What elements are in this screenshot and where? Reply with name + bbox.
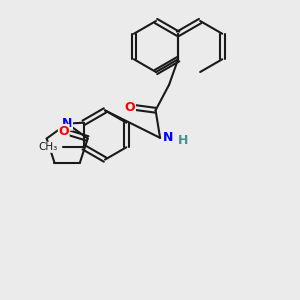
- Text: O: O: [125, 101, 135, 114]
- Text: O: O: [58, 124, 69, 137]
- Text: N: N: [62, 117, 72, 130]
- Text: CH₃: CH₃: [38, 142, 57, 152]
- Text: H: H: [177, 134, 188, 147]
- Text: N: N: [163, 131, 174, 144]
